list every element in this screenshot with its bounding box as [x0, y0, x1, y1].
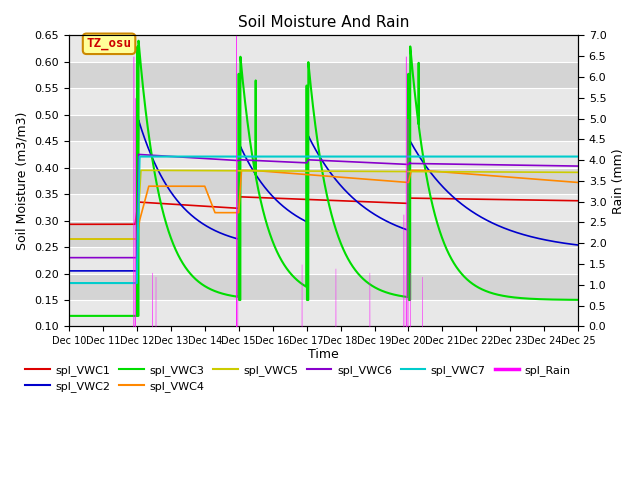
Bar [69, 62, 579, 88]
Bar [69, 274, 579, 300]
Bar [69, 168, 579, 194]
Bar [69, 141, 579, 168]
Bar [69, 194, 579, 221]
Bar [69, 115, 579, 141]
X-axis label: Time: Time [308, 348, 339, 360]
Bar [69, 247, 579, 274]
Bar [69, 36, 579, 62]
Bar [69, 221, 579, 247]
Text: TZ_osu: TZ_osu [86, 37, 132, 50]
Bar [69, 300, 579, 326]
Title: Soil Moisture And Rain: Soil Moisture And Rain [238, 15, 409, 30]
Legend: spl_VWC1, spl_VWC2, spl_VWC3, spl_VWC4, spl_VWC5, spl_VWC6, spl_VWC7, spl_Rain: spl_VWC1, spl_VWC2, spl_VWC3, spl_VWC4, … [21, 360, 575, 396]
Bar [69, 88, 579, 115]
Y-axis label: Rain (mm): Rain (mm) [612, 148, 625, 214]
Y-axis label: Soil Moisture (m3/m3): Soil Moisture (m3/m3) [16, 112, 29, 250]
